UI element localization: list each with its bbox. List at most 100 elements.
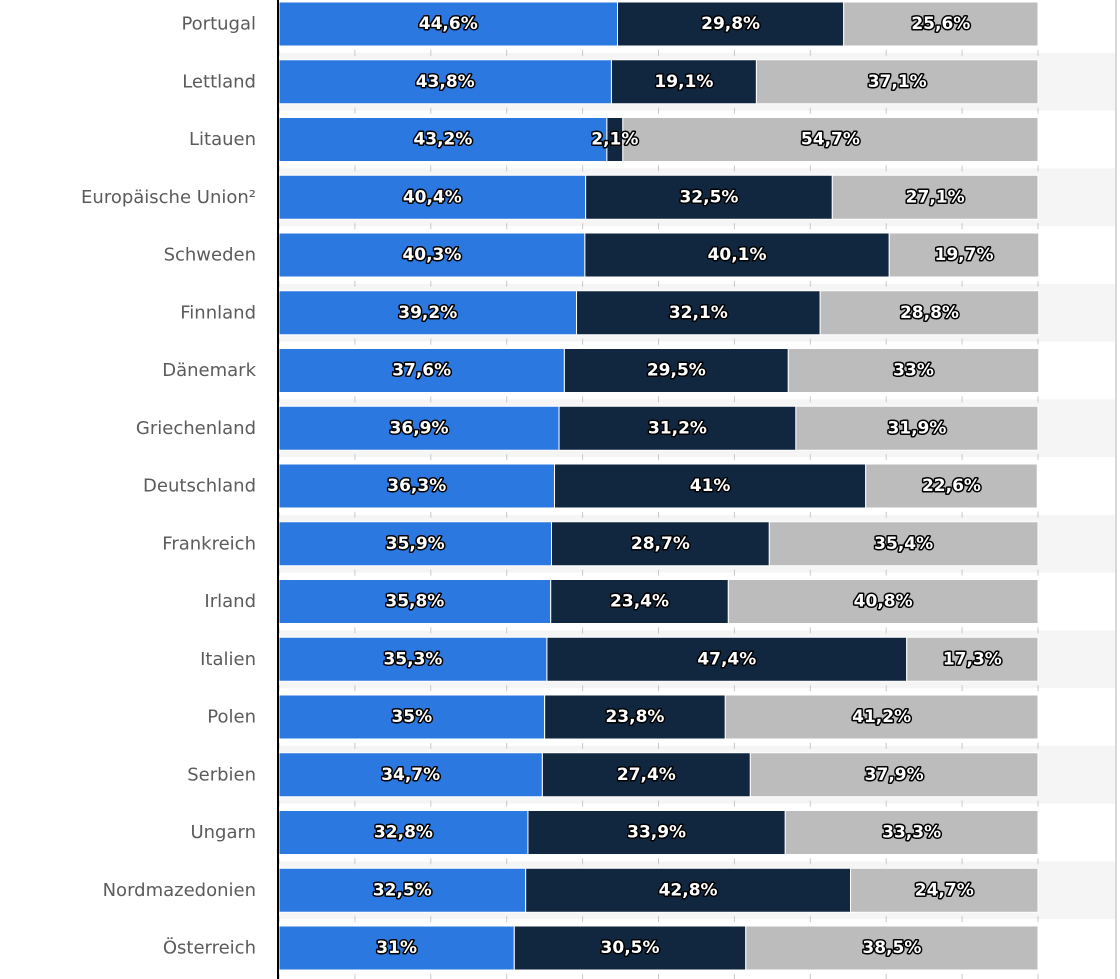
category-label: Österreich <box>163 937 256 959</box>
data-label-1: 32,5% <box>373 880 432 900</box>
data-label-1: 40,3% <box>402 245 461 265</box>
data-label-2: 33,9% <box>627 823 686 843</box>
data-label-1: 31% <box>376 938 417 958</box>
bar-segment-2 <box>584 232 890 278</box>
bar-segment-2 <box>610 59 757 105</box>
category-label: Ungarn <box>190 822 256 843</box>
data-label-2: 47,4% <box>697 649 756 669</box>
data-label-3: 17,3% <box>943 649 1002 669</box>
data-label-3: 35,4% <box>874 534 933 554</box>
bar-segment-2 <box>617 1 845 47</box>
data-label-1: 44,6% <box>419 14 478 34</box>
category-label: Italien <box>200 649 256 670</box>
category-label: Griechenland <box>136 418 256 439</box>
bar-segment-3 <box>622 117 1039 162</box>
bar-segment-2 <box>576 290 821 336</box>
bar-segment-1 <box>278 405 560 451</box>
bar-segment-1 <box>278 636 548 682</box>
data-label-2: 23,8% <box>605 707 664 727</box>
bar-segment-2 <box>513 925 747 971</box>
bar-segment-3 <box>784 810 1039 855</box>
data-label-2: 19,1% <box>654 72 713 92</box>
bar-segment-3 <box>755 59 1039 105</box>
category-label: Dänemark <box>162 360 256 381</box>
data-label-2: 40,1% <box>708 245 767 265</box>
bar-segment-1 <box>278 117 608 162</box>
bar-segment-1 <box>278 521 552 567</box>
data-label-3: 31,9% <box>887 418 946 438</box>
data-label-1: 43,2% <box>413 130 472 150</box>
data-label-2: 41% <box>690 476 731 496</box>
data-label-2: 2,1% <box>591 130 638 150</box>
bar-segment-3 <box>843 1 1039 47</box>
data-label-2: 32,5% <box>679 187 738 207</box>
data-label-1: 36,9% <box>390 418 449 438</box>
bar-segment-3 <box>831 174 1039 220</box>
bar-segment-3 <box>768 521 1039 567</box>
data-label-1: 34,7% <box>381 765 440 785</box>
data-label-2: 31,2% <box>648 418 707 438</box>
data-label-3: 25,6% <box>911 14 970 34</box>
bar-segment-1 <box>278 232 586 278</box>
category-label: Serbien <box>187 764 256 785</box>
data-label-2: 42,8% <box>659 880 718 900</box>
data-label-1: 36,3% <box>387 476 446 496</box>
bar-segment-3 <box>865 463 1038 509</box>
bar-segment-3 <box>727 579 1039 624</box>
data-label-2: 23,4% <box>610 592 669 612</box>
category-label: Frankreich <box>162 533 256 554</box>
data-label-2: 32,1% <box>669 303 728 323</box>
category-label: Polen <box>207 707 256 728</box>
bar-segment-2 <box>527 810 786 855</box>
bar-segment-3 <box>888 232 1040 278</box>
bar-segment-2 <box>558 405 797 451</box>
data-label-1: 35% <box>391 707 432 727</box>
data-label-3: 37,9% <box>865 765 924 785</box>
data-label-3: 27,1% <box>906 187 965 207</box>
data-label-3: 33% <box>893 361 934 381</box>
category-label: Finnland <box>180 302 256 323</box>
bar-segment-3 <box>745 925 1039 971</box>
data-label-1: 39,2% <box>398 303 457 323</box>
category-label: Irland <box>204 591 256 612</box>
data-label-3: 28,8% <box>900 303 959 323</box>
bar-segment-3 <box>749 752 1039 798</box>
category-label: Schweden <box>164 245 256 266</box>
bar-segment-1 <box>278 925 515 971</box>
bar-segment-1 <box>278 348 565 393</box>
data-label-3: 22,6% <box>922 476 981 496</box>
data-labels: 44,6% 29,8% 25,6% 43,8% 19,1% 37,1% 43,2% 2,1% 5… <box>371 13 1003 960</box>
data-label-1: 37,6% <box>392 361 451 381</box>
data-label-3: 33,3% <box>882 823 941 843</box>
data-label-2: 27,4% <box>617 765 676 785</box>
category-label: Portugal <box>181 14 256 35</box>
data-label-1: 35,9% <box>386 534 445 554</box>
right-edge-line <box>1115 0 1117 979</box>
bar-segment-3 <box>850 867 1039 913</box>
data-label-3: 37,1% <box>868 72 927 92</box>
bar-segment-1 <box>278 290 578 336</box>
bar-segment-3 <box>795 405 1039 451</box>
data-label-2: 28,7% <box>631 534 690 554</box>
category-label: Lettland <box>182 71 256 92</box>
bar-segment-3 <box>787 348 1040 393</box>
data-label-1: 32,8% <box>374 823 433 843</box>
category-labels: Portugal Lettland Litauen Europäische Union… <box>81 14 257 959</box>
bar-segment-1 <box>278 867 527 913</box>
data-label-1: 43,8% <box>416 72 475 92</box>
data-label-1: 35,8% <box>385 592 444 612</box>
bar-segment-2 <box>550 579 729 624</box>
data-label-3: 38,5% <box>862 938 921 958</box>
data-label-3: 40,8% <box>854 592 913 612</box>
bar-segment-1 <box>278 694 546 740</box>
bar-segment-1 <box>278 463 556 509</box>
data-label-2: 29,5% <box>647 361 706 381</box>
category-label: Nordmazedonien <box>103 880 256 901</box>
category-label: Europäische Union² <box>81 187 256 208</box>
bar-segment-2 <box>554 463 867 509</box>
bar-segment-3 <box>819 290 1040 336</box>
bar-segment-2 <box>585 174 833 220</box>
category-label: Litauen <box>189 129 256 150</box>
data-label-3: 19,7% <box>935 245 994 265</box>
